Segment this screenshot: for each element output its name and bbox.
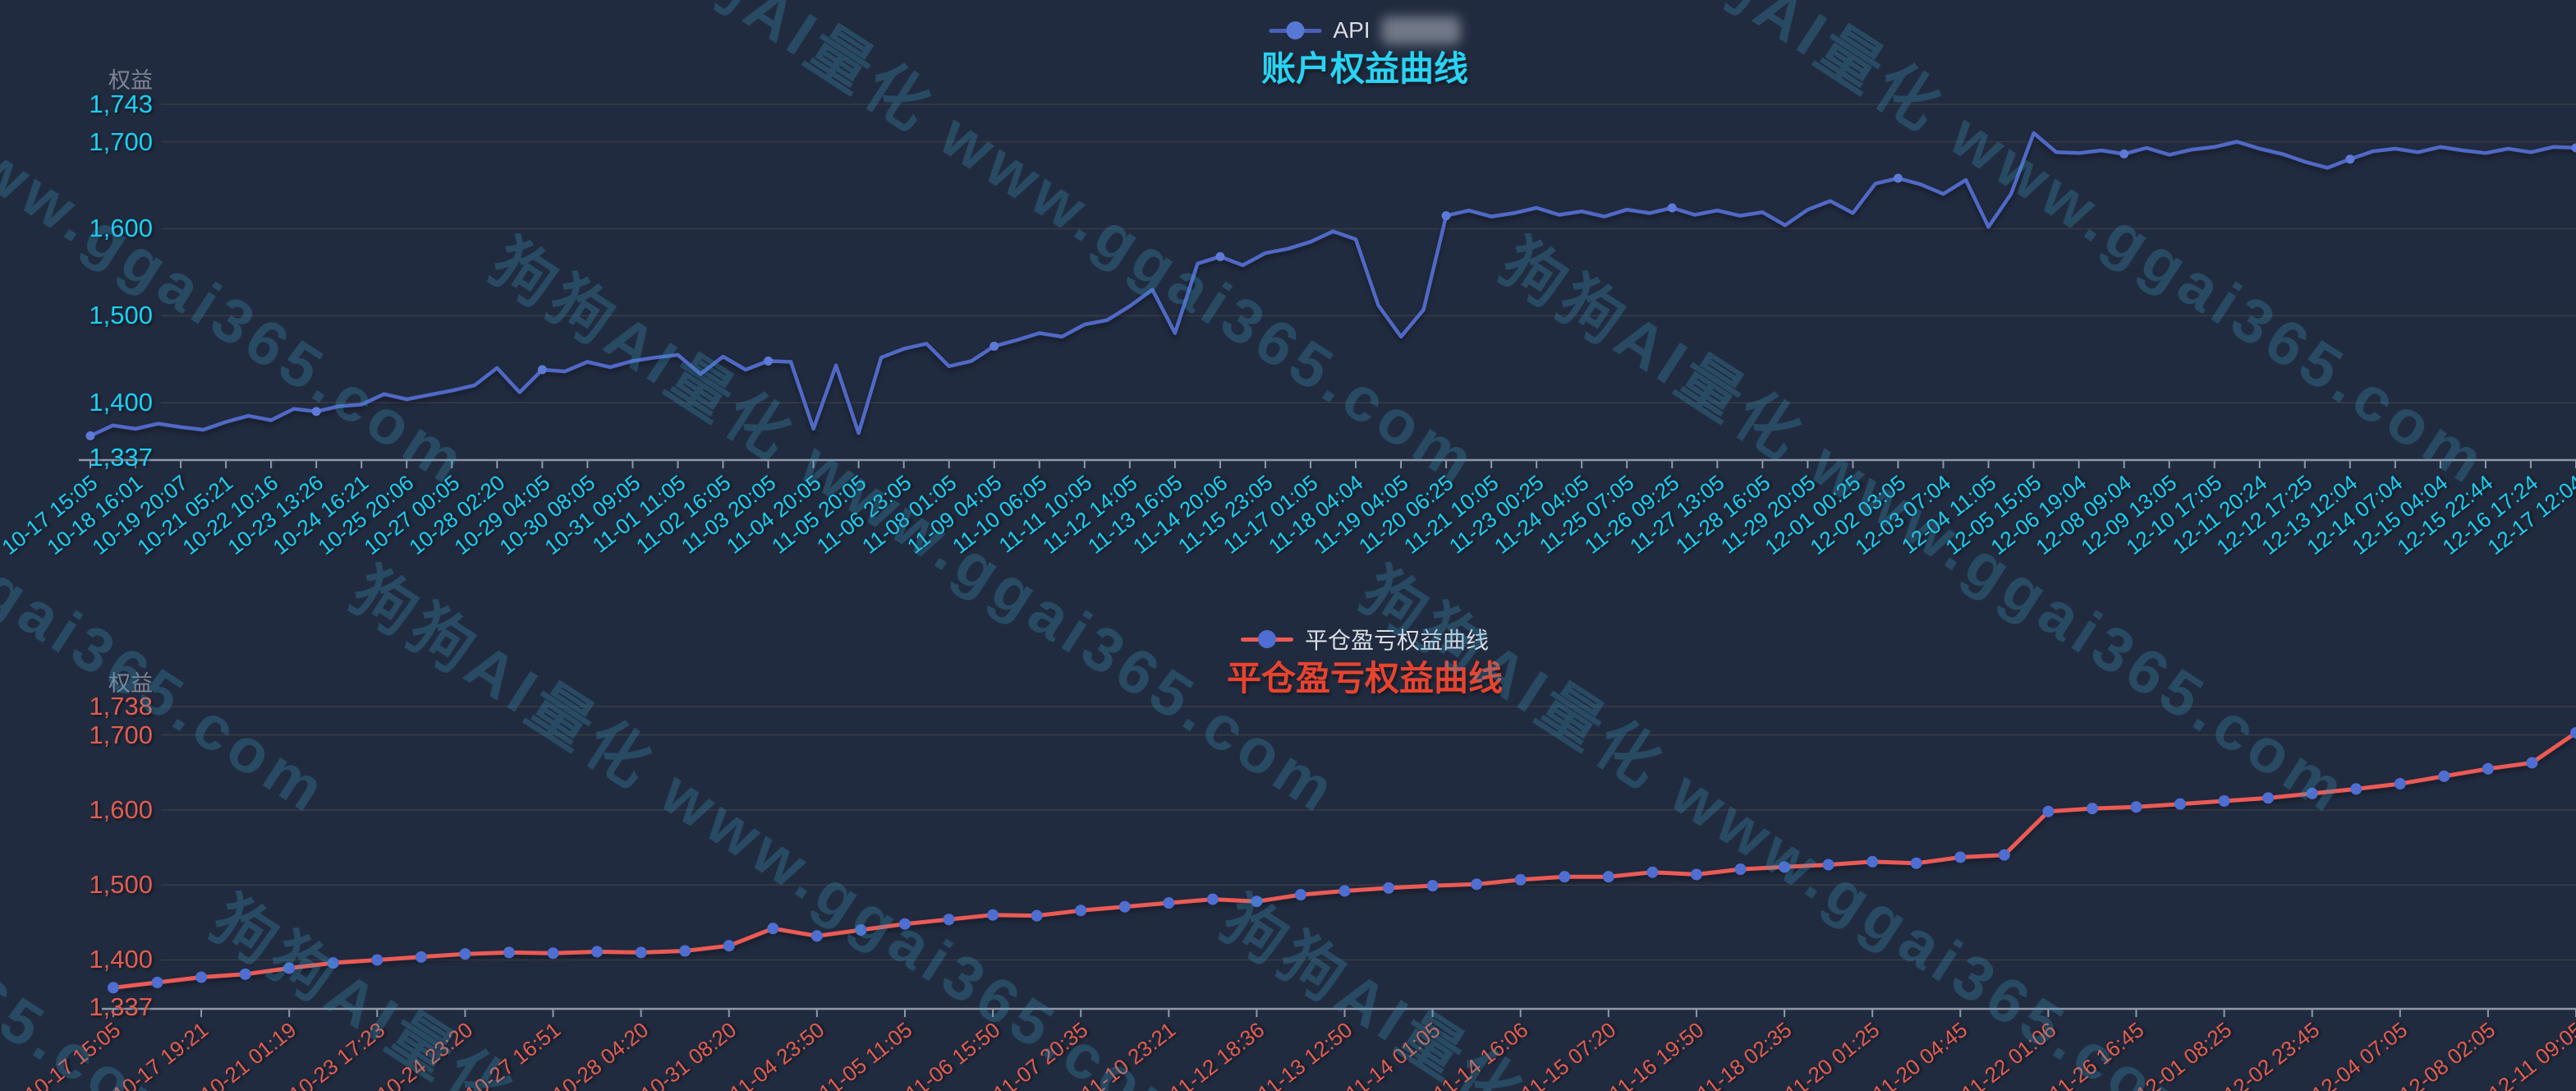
data-point-marker (2262, 792, 2275, 804)
data-point-marker (1206, 893, 1219, 905)
data-point-marker (2345, 154, 2355, 164)
data-point-marker (1383, 882, 1395, 894)
data-point-marker (1779, 861, 1791, 873)
data-point-marker (1441, 211, 1451, 221)
data-point-marker (2394, 778, 2406, 790)
data-point-marker (1893, 173, 1903, 183)
data-point-marker (1667, 203, 1677, 213)
y-axis-tick-label: 1,600 (89, 214, 153, 243)
data-point-marker (1822, 859, 1834, 871)
data-point-marker (2174, 798, 2187, 810)
data-point-marker (1215, 251, 1225, 261)
y-axis-tick-label: 1,600 (89, 794, 153, 824)
data-point-marker (1031, 909, 1043, 922)
data-point-marker (2482, 762, 2494, 775)
data-point-marker (1690, 868, 1702, 881)
data-point-marker (2350, 783, 2362, 795)
data-point-marker (1426, 880, 1439, 892)
y-axis-tick-label: 1,400 (89, 945, 153, 974)
data-point-marker (898, 918, 911, 930)
legend-item-api[interactable]: API (1269, 16, 1461, 44)
data-point-marker (723, 940, 735, 952)
data-point-marker (1163, 897, 1175, 909)
data-point-marker (764, 356, 774, 366)
data-point-marker (1867, 855, 1879, 868)
data-point-marker (591, 946, 604, 958)
data-point-marker (943, 914, 955, 926)
data-point-marker (1514, 873, 1527, 886)
data-point-marker (990, 341, 999, 351)
y-axis-tick-label: 1,500 (89, 301, 153, 330)
data-point-marker (547, 947, 559, 960)
data-point-marker (1602, 871, 1614, 883)
data-point-marker (503, 946, 515, 959)
data-point-marker (2526, 757, 2538, 769)
data-point-marker (810, 930, 823, 942)
data-point-marker (537, 365, 547, 375)
data-point-marker (459, 948, 471, 960)
data-point-marker (239, 968, 251, 980)
data-point-marker (2438, 770, 2450, 782)
data-point-marker (1471, 878, 1483, 891)
data-point-marker (1559, 871, 1571, 883)
y-axis-tick-label: 1,337 (89, 992, 153, 1021)
data-point-marker (2218, 795, 2230, 808)
legend-obscured-text (1381, 16, 1461, 44)
data-point-marker (767, 923, 779, 935)
data-point-marker (987, 909, 999, 921)
data-point-marker (283, 962, 296, 974)
y-axis-tick-label: 1,500 (89, 870, 153, 900)
data-point-marker (371, 954, 383, 966)
legend-label: API (1333, 17, 1371, 43)
closed-pnl-series-line[interactable] (111, 730, 2576, 990)
legend-label: 平仓盈亏权益曲线 (1304, 628, 1490, 653)
data-point-marker (85, 431, 95, 441)
chart-title: 平仓盈亏权益曲线 (1226, 659, 1504, 697)
y-axis-tick-label: 1,738 (89, 692, 153, 720)
data-point-marker (2571, 143, 2576, 153)
data-point-marker (2042, 805, 2055, 817)
line-dot-legend-icon (1240, 630, 1293, 648)
data-point-marker (2306, 787, 2318, 799)
data-point-marker (108, 982, 119, 994)
data-point-marker (2119, 149, 2129, 159)
data-point-marker (635, 946, 647, 959)
data-point-marker (1251, 895, 1263, 908)
data-point-marker (1954, 851, 1967, 863)
y-axis-tick-label: 1,337 (89, 443, 153, 472)
y-axis-tick-label: 1,743 (89, 90, 153, 118)
data-point-marker (2570, 726, 2576, 739)
data-point-marker (855, 923, 867, 936)
data-point-marker (151, 976, 163, 988)
y-axis-tick-label: 1,700 (89, 127, 153, 156)
data-point-marker (1910, 857, 1922, 869)
data-point-marker (2086, 803, 2098, 815)
y-axis-tick-label: 1,400 (89, 388, 153, 417)
y-axis-tick-label: 1,700 (89, 720, 153, 749)
data-point-marker (1646, 866, 1659, 878)
data-point-marker (1339, 885, 1351, 897)
data-point-marker (327, 957, 339, 969)
data-point-marker (679, 945, 691, 957)
data-point-marker (1075, 905, 1087, 917)
data-point-marker (1998, 849, 2010, 861)
data-point-marker (1118, 900, 1131, 913)
legend-item-closed-pnl[interactable]: 平仓盈亏权益曲线 (1240, 623, 1490, 656)
data-point-marker (195, 971, 208, 983)
data-point-marker (415, 951, 427, 963)
y-axis-name: 权益 (108, 671, 153, 696)
chart-title: 账户权益曲线 (1260, 49, 1469, 88)
line-dot-legend-icon (1269, 21, 1322, 39)
account-equity-series-line[interactable] (88, 131, 2576, 438)
data-point-marker (311, 407, 321, 417)
data-point-marker (2130, 801, 2142, 813)
data-point-marker (1734, 863, 1747, 876)
data-point-marker (1294, 889, 1306, 901)
y-axis-name: 权益 (108, 68, 153, 93)
